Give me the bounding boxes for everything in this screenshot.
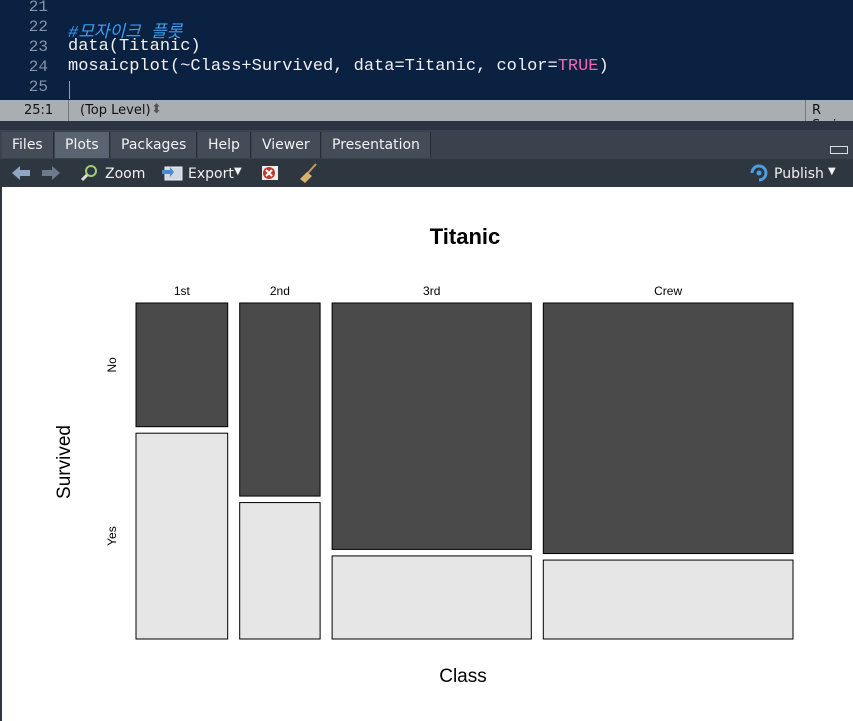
column-label: Crew [654,284,682,298]
row-label: No [105,357,119,373]
mosaic-tile [542,559,794,640]
mosaic-tile [239,502,321,640]
pane-splitter [0,121,853,130]
line-number: 21 [28,0,48,16]
cursor-position: 25:1 [24,103,54,118]
zoom-button[interactable]: Zoom [105,166,146,182]
export-arrow: ▼ [234,166,242,177]
scope-arrow: ⬍ [151,102,162,117]
column-label: 1st [174,284,191,298]
pane-tab[interactable]: Plots [55,132,110,158]
pane-tab[interactable]: Packages [111,132,198,158]
clear-all-icon[interactable] [298,162,320,184]
mosaic-tile [331,555,532,640]
export-icon [162,166,183,181]
divider [68,100,69,121]
mosaic-tile [135,302,229,428]
cursor [69,81,70,99]
mosaic-tile [239,302,321,497]
x-axis-label: Class [439,666,487,687]
publish-arrow: ▼ [828,166,836,177]
line-number: 24 [28,58,48,76]
pane-tab[interactable]: Files [2,132,54,158]
column-label: 3rd [423,284,440,298]
mosaic-tile [331,302,532,550]
code-token: mosaicplot(~Class+Survived, data=Titanic… [68,57,558,76]
pane-tab[interactable]: Viewer [252,132,321,158]
divider [805,100,806,121]
code-line: #모자이크 플롯 [68,17,182,43]
nav-arrows[interactable] [10,165,62,181]
mosaic-tile [542,302,794,555]
remove-plot-icon[interactable] [260,164,282,182]
plot-area: Titanic Class Survived 1st No Yes 2nd 3rd Cre… [0,187,853,721]
chart-title: Titanic [430,224,501,249]
code-editor[interactable]: 21 22 #모자이크 플롯 23 data(Titanic) 24 mosaicplot(… [0,0,853,100]
status-bar: 25:1 (Top Level) ⬍ R Scrip [0,100,853,133]
row-label: Yes [105,526,119,546]
minimize-button[interactable] [830,146,848,154]
pane-tabs: Files Plots Packages Help Viewer Presentation [0,130,853,159]
publish-icon [750,164,768,182]
pane-tab[interactable]: Presentation [322,132,431,158]
code-token: #모자이크 플롯 [68,24,183,43]
code-token: ) [598,57,609,76]
line-number: 23 [28,38,48,56]
zoom-icon [80,165,97,182]
code-line: mosaicplot(~Class+Survived, data=Titanic… [68,57,609,76]
code-line: data(Titanic) [68,37,201,56]
code-token: data(Titanic) [68,37,201,56]
export-button[interactable]: Export [188,166,234,182]
plot-toolbar: Zoom Export ▼ Publish ▼ [0,159,853,187]
publish-button[interactable]: Publish [774,166,824,182]
y-axis-label: Survived [54,425,75,499]
mosaic-tile [135,432,229,640]
column-label: 2nd [270,284,290,298]
code-token: TRUE [557,57,599,76]
line-number: 22 [28,18,48,36]
pane-tab[interactable]: Help [198,132,251,158]
scope-selector[interactable]: (Top Level) [80,103,151,118]
line-number: 25 [28,78,48,96]
